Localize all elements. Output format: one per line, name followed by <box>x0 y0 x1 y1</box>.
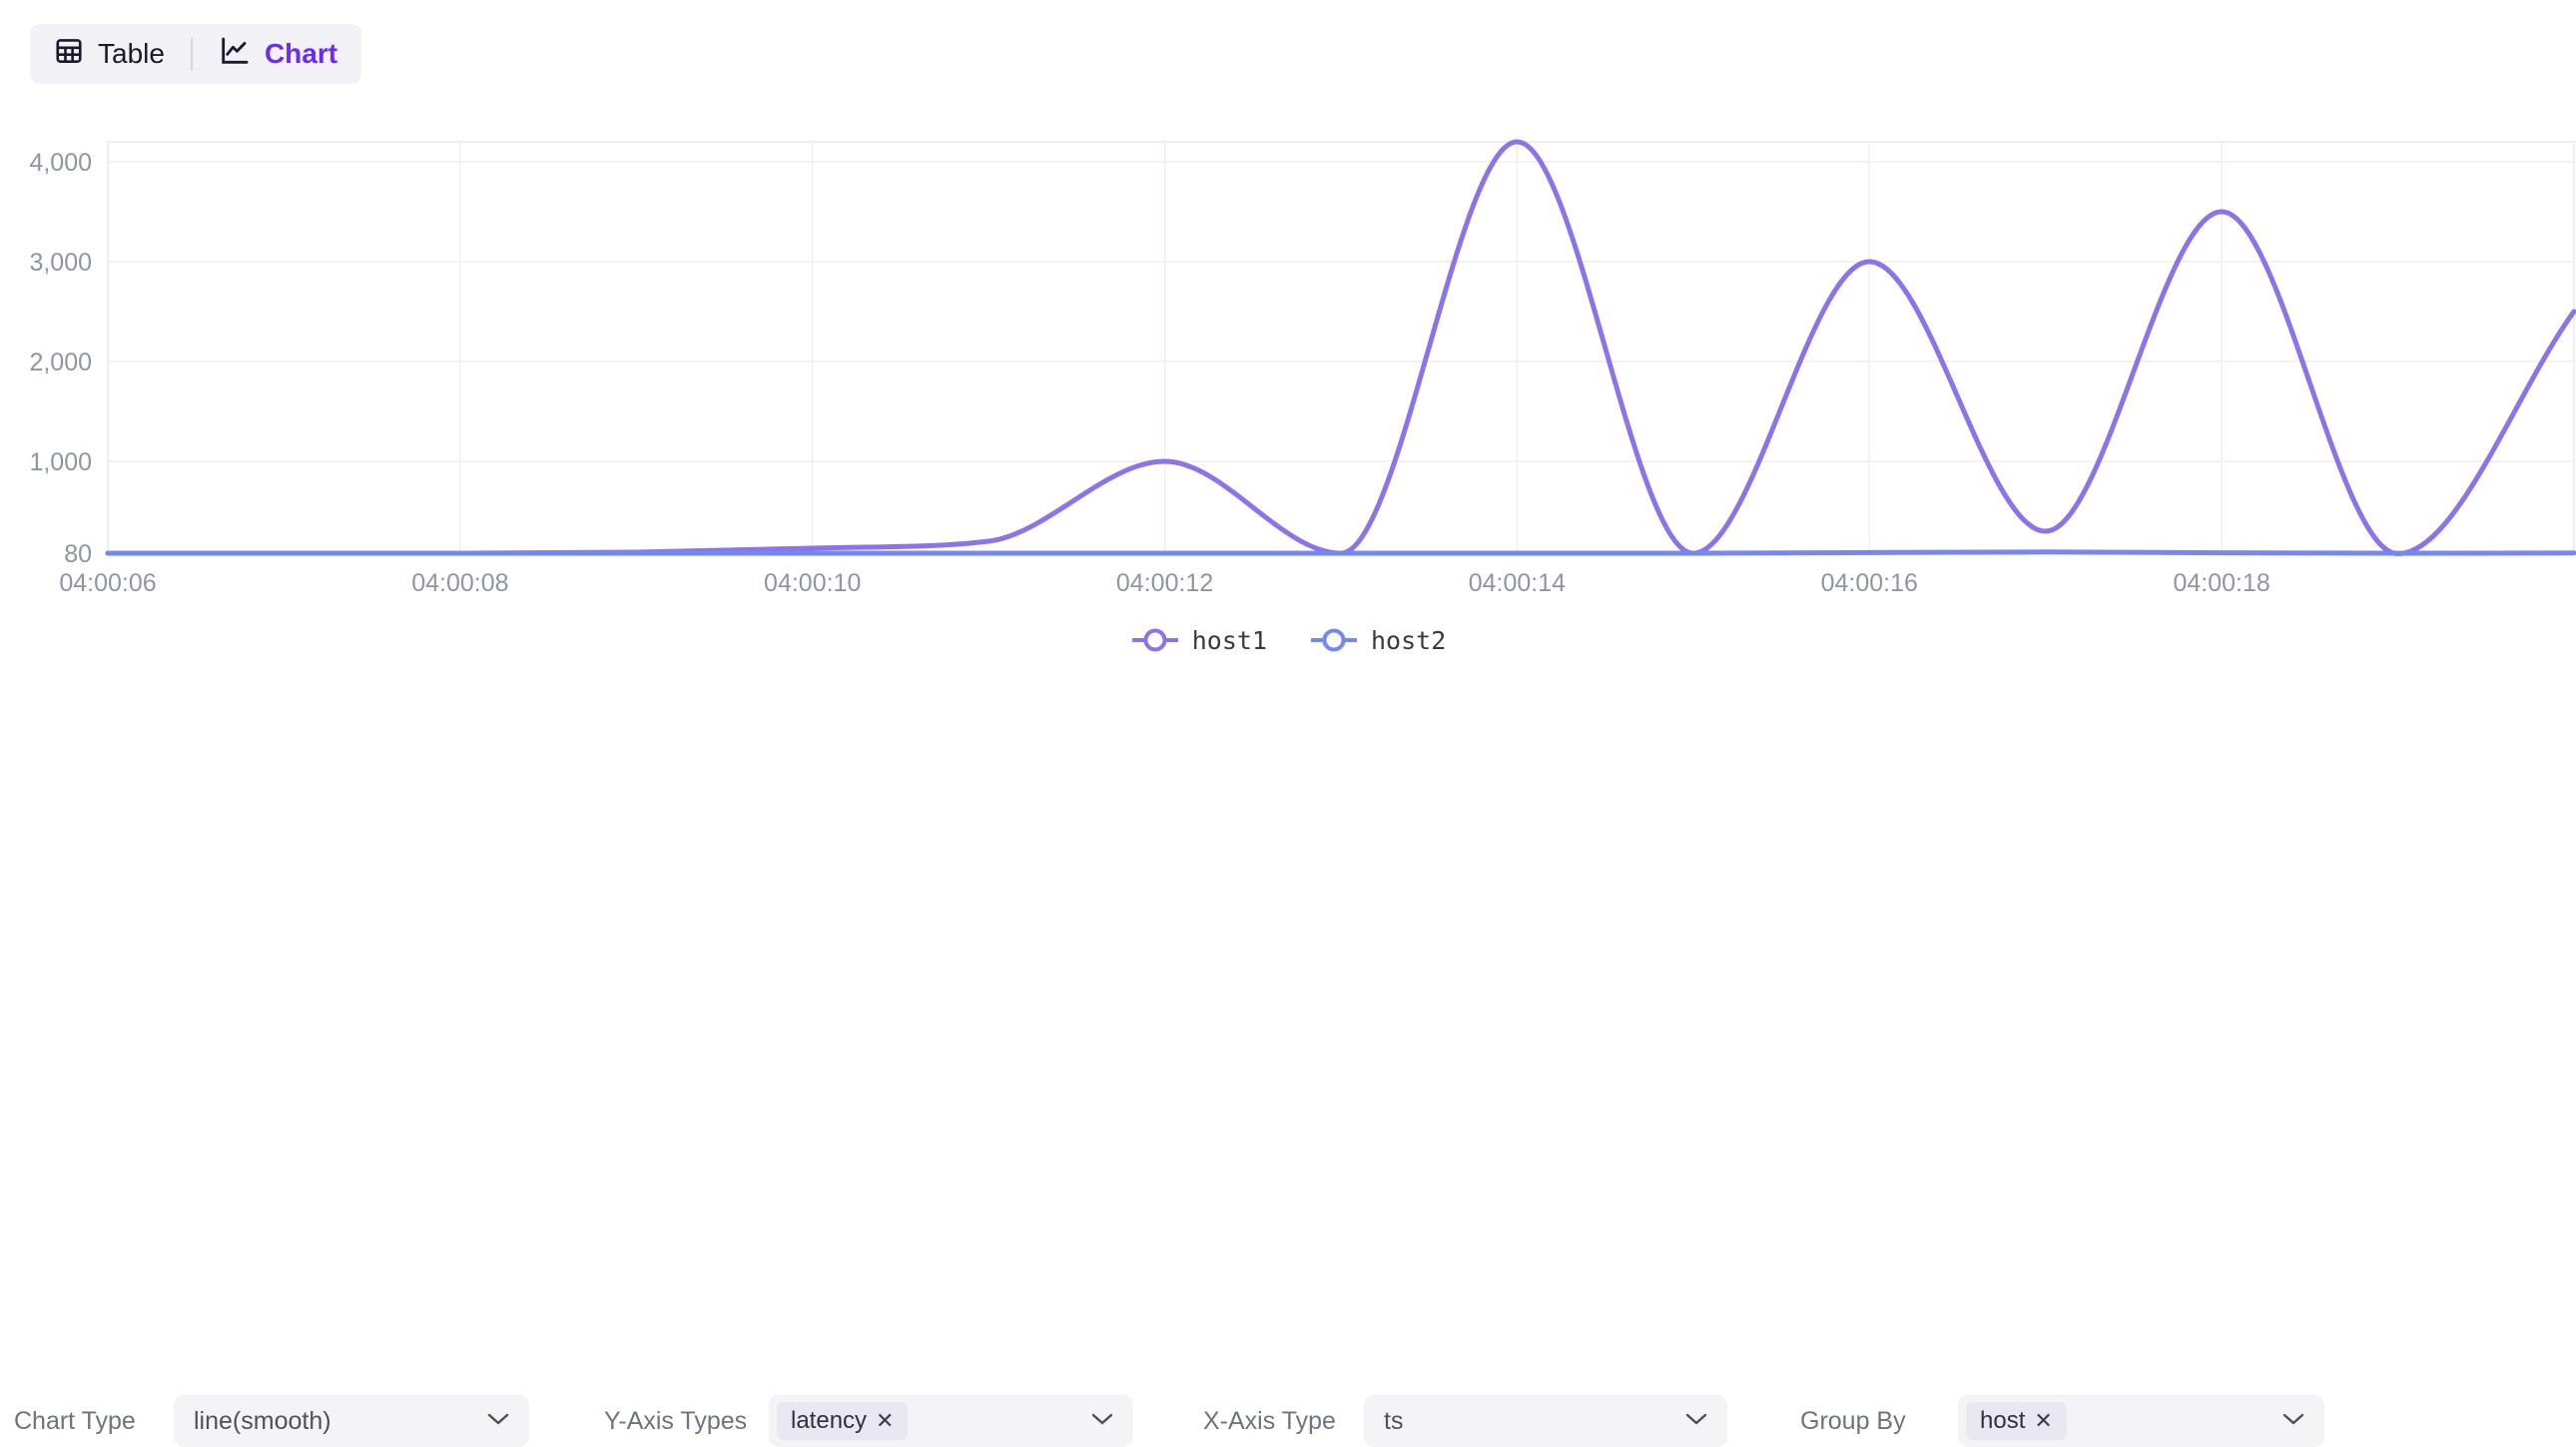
plot-border <box>107 141 2575 554</box>
y-axis-tick-label: 1,000 <box>29 448 92 476</box>
remove-latency-tag-icon[interactable]: ✕ <box>876 1408 895 1433</box>
chart-controls: Chart Type line(smooth) Y-Axis Types lat… <box>0 689 2576 1447</box>
y-axis-tick-label: 2,000 <box>29 349 92 376</box>
x-axis-tick-label: 04:00:18 <box>2173 569 2269 597</box>
chart-type-value: line(smooth) <box>194 1406 331 1435</box>
legend-item-host1[interactable]: host1 <box>1130 626 1267 655</box>
y-axis-tick-label: 80 <box>64 540 92 568</box>
x-axis-tick-label: 04:00:12 <box>1116 569 1213 597</box>
view-toggle: Table Chart <box>30 24 362 84</box>
x-axis-tick-label: 04:00:14 <box>1469 569 1566 597</box>
chart-view-button[interactable]: Chart <box>219 24 337 84</box>
legend-label-host2: host2 <box>1371 625 1447 655</box>
y-axis-tick-label: 4,000 <box>29 149 92 177</box>
chart-type-label: Chart Type <box>14 1407 136 1435</box>
x-axis-tick-label: 04:00:16 <box>1821 569 1918 597</box>
legend-item-host2[interactable]: host2 <box>1309 626 1446 655</box>
y-axis-types-label: Y-Axis Types <box>604 1407 748 1435</box>
line-chart-icon <box>219 35 251 74</box>
legend-marker-host1 <box>1131 628 1178 652</box>
chevron-down-icon <box>487 1412 509 1430</box>
x-axis-type-select[interactable]: ts <box>1364 1395 1727 1447</box>
group-by-multiselect[interactable]: host ✕ <box>1958 1395 2324 1447</box>
group-by-tag-text: host <box>1980 1407 2026 1434</box>
series-line-host1 <box>105 139 2576 556</box>
x-axis-tick-label: 04:00:10 <box>764 569 861 597</box>
x-axis-tick-label: 04:00:06 <box>59 569 156 597</box>
chart-legend: host1 host2 <box>0 617 2576 663</box>
x-axis-type-value: ts <box>1384 1406 1404 1435</box>
group-by-tag-host: host ✕ <box>1966 1402 2067 1440</box>
chevron-down-icon <box>1685 1412 1707 1430</box>
x-axis-tick-label: 04:00:08 <box>411 569 508 597</box>
table-view-button[interactable]: Table <box>54 24 165 84</box>
table-icon <box>54 36 84 73</box>
y-axis-tag-latency: latency ✕ <box>777 1402 909 1440</box>
chart-type-select[interactable]: line(smooth) <box>174 1395 529 1447</box>
y-axis-tag-text: latency <box>791 1407 868 1434</box>
group-by-label: Group By <box>1800 1407 1906 1435</box>
legend-label-host1: host1 <box>1191 625 1267 655</box>
x-axis-type-label: X-Axis Type <box>1203 1407 1336 1435</box>
series-line-host2 <box>105 549 2576 556</box>
chevron-down-icon <box>1091 1412 1113 1430</box>
remove-host-tag-icon[interactable]: ✕ <box>2034 1408 2053 1433</box>
y-axis-types-multiselect[interactable]: latency ✕ <box>769 1395 1133 1447</box>
y-axis-tick-label: 3,000 <box>29 249 92 277</box>
table-view-label: Table <box>98 38 165 69</box>
line-chart[interactable]: 80 1,000 2,000 3,000 4,000 04:00:06 04:00:08 04… <box>0 0 2576 613</box>
legend-marker-host2 <box>1311 628 1357 652</box>
chevron-down-icon <box>2282 1412 2304 1430</box>
toggle-divider <box>190 37 193 71</box>
chart-view-label: Chart <box>264 38 338 69</box>
